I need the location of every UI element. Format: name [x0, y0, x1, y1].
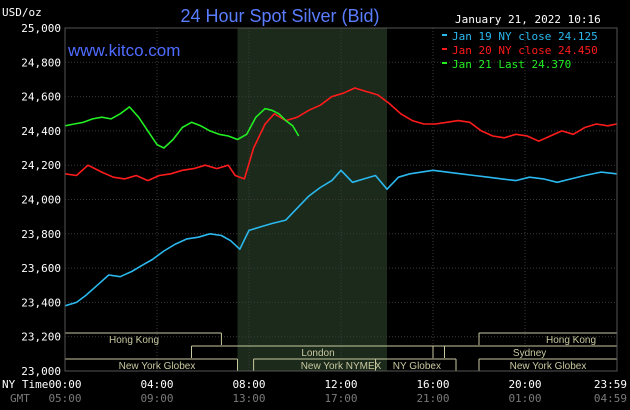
y-tick-label: 24,200 [21, 159, 61, 172]
market-session-label: New York Globex [119, 361, 196, 372]
series-lines [64, 87, 617, 307]
y-tick-label: 23,600 [21, 262, 61, 275]
site-watermark: www.kitco.com [67, 41, 180, 60]
x-tick-label: 08:00 [232, 378, 265, 391]
y-tick-label: 24,600 [21, 91, 61, 104]
ny-time-row-label: NY Time [2, 378, 48, 391]
gmt-row-label: GMT [10, 392, 30, 405]
y-axis-label: USD/oz [2, 6, 42, 19]
y-tick-label: 25,000 [21, 22, 61, 35]
market-session-label: New York NYMEX [301, 361, 382, 372]
x-tick-label: 23:59 [594, 378, 627, 391]
legend-swatch [442, 48, 447, 50]
y-tick-label: 24,800 [21, 56, 61, 69]
x-tick-label: 04:00 [140, 378, 173, 391]
y-tick-labels: 25,000 24,800 24,600 24,400 24,200 24,000 23,8… [21, 22, 61, 378]
y-tick-label: 24,000 [21, 194, 61, 207]
gmt-tick-label: 09:00 [140, 392, 173, 405]
market-session-label: London [301, 348, 334, 359]
legend-entry: Jan 20 NY close 24.450 [452, 44, 598, 57]
legend-entry: Jan 21 Last 24.370 [452, 58, 571, 71]
y-tick-label: 23,200 [21, 331, 61, 344]
market-session-label: Hong Kong [546, 335, 596, 346]
gmt-tick-label: 17:00 [324, 392, 357, 405]
series-line-1 [64, 169, 617, 307]
y-tick-label: 24,400 [21, 125, 61, 138]
legend-entry: Jan 19 NY close 24.125 [452, 30, 598, 43]
x-tick-label: 16:00 [416, 378, 449, 391]
market-session-label: Hong Kong [109, 335, 159, 346]
chart-title: 24 Hour Spot Silver (Bid) [180, 6, 379, 26]
plot-border [64, 27, 618, 372]
y-tick-label: 23,400 [21, 296, 61, 309]
series-line-3 [64, 106, 300, 149]
market-session-label: Sydney [513, 348, 546, 359]
legend-swatch [442, 62, 447, 64]
x-tick-label: 00:00 [48, 378, 81, 391]
series-line-2 [64, 87, 617, 182]
y-tick-label: 23,800 [21, 228, 61, 241]
market-sessions: Hong Kong London New York Globex New York N… [64, 332, 618, 372]
gmt-tick-label: 04:59 [594, 392, 627, 405]
legend-swatch [442, 34, 447, 36]
x-tick-label: 12:00 [324, 378, 357, 391]
market-session-label: New York Globex [510, 361, 587, 372]
y-tick-label: 23,000 [21, 365, 61, 378]
gmt-tick-label: 05:00 [48, 392, 81, 405]
market-session-label: NY Globex [393, 361, 441, 372]
gmt-tick-label: 13:00 [232, 392, 265, 405]
gmt-tick-label: 01:00 [508, 392, 541, 405]
gmt-tick-label: 21:00 [416, 392, 449, 405]
x-tick-label: 20:00 [508, 378, 541, 391]
date-label: January 21, 2022 10:16 [455, 13, 601, 26]
nymex-session-shade [237, 28, 387, 371]
